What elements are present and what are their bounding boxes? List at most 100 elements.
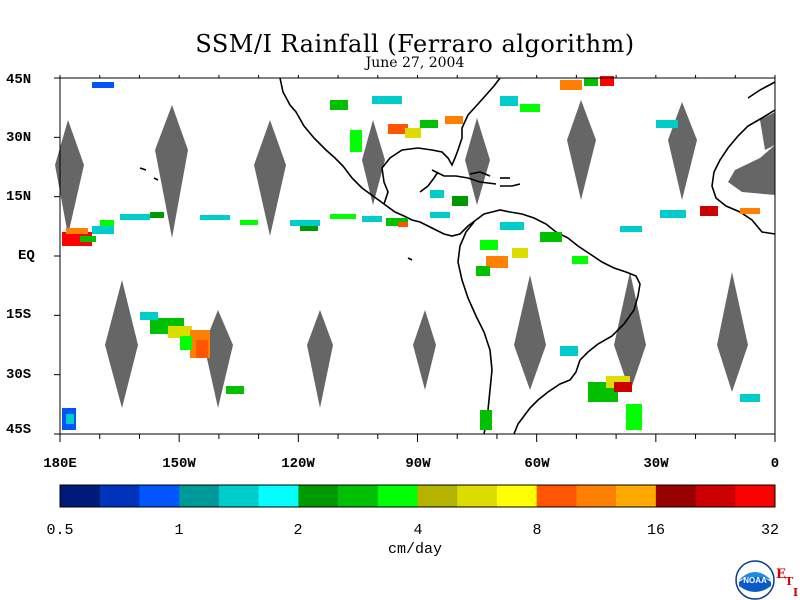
rain-cell [386, 218, 408, 226]
rain-cell [430, 190, 444, 198]
colorbar-swatch [60, 485, 101, 507]
rain-cell [405, 128, 421, 138]
colorbar-swatch [298, 485, 339, 507]
rain-cell [740, 208, 760, 214]
rain-cell [388, 124, 408, 134]
swath-gap [55, 120, 84, 235]
rain-cell [500, 96, 518, 106]
lon-label: 180E [43, 456, 77, 472]
rain-cell [626, 404, 642, 430]
rain-cell [180, 336, 192, 350]
rain-cell [656, 120, 678, 128]
rain-cell [445, 116, 463, 124]
rain-cell [330, 214, 356, 219]
lon-label: 120W [281, 456, 315, 472]
lon-label: 30W [643, 456, 669, 472]
rain-cell [120, 214, 150, 220]
colorbar-swatch [139, 485, 180, 507]
rain-cell [740, 394, 760, 402]
rain-cell [80, 236, 96, 242]
rain-cell [584, 78, 598, 86]
chart-date: June 27, 2004 [365, 55, 465, 71]
swath-gap [717, 272, 748, 392]
rain-cell [540, 232, 562, 242]
swath-gap [760, 112, 775, 150]
rain-cell [614, 382, 632, 392]
swath-gap [155, 105, 188, 238]
coastline [381, 77, 501, 205]
rain-cell [290, 220, 320, 226]
coastline [457, 221, 493, 435]
coastline [747, 81, 776, 99]
rain-cell [512, 248, 528, 258]
rain-cell [700, 206, 718, 216]
rain-cells [62, 76, 760, 430]
swath-gap [614, 272, 646, 392]
rain-cell [150, 212, 164, 218]
lon-label: 150W [162, 456, 196, 472]
rain-cell [520, 104, 540, 112]
coastline [407, 257, 413, 261]
lat-label: 30S [6, 367, 32, 383]
rain-cell [572, 256, 588, 264]
colorbar-tick-label: 8 [532, 522, 542, 539]
rain-cell [476, 266, 490, 276]
noaa-logo-text: NOAA [743, 576, 767, 585]
lat-label: 15N [6, 189, 32, 205]
coastline [153, 177, 159, 181]
coastline [431, 169, 497, 185]
rain-cell [168, 326, 192, 338]
rain-cell [362, 216, 382, 222]
rain-cell [92, 82, 114, 88]
colorbar-swatch [536, 485, 577, 507]
rain-cell [226, 386, 244, 394]
rain-cell [560, 80, 582, 90]
noaa-logo: NOAA [735, 560, 775, 600]
lon-label: 0 [770, 456, 780, 472]
colorbar-tick-label: 32 [760, 522, 780, 539]
colorbar-tick-label: 0.5 [46, 522, 74, 539]
logo-letter-i: I [793, 586, 799, 599]
colorbar-frame [59, 484, 776, 508]
logo-letter-t: T [785, 575, 794, 588]
coastline [500, 183, 521, 187]
lon-label: 60W [524, 456, 550, 472]
lat-label: 30N [6, 130, 32, 146]
colorbar-swatch [616, 485, 657, 507]
rain-cell [486, 256, 508, 268]
rain-cell [66, 228, 88, 234]
rain-cell [620, 226, 642, 232]
coastline [491, 209, 641, 435]
colorbar-swatch [218, 485, 260, 507]
rain-cell [430, 212, 450, 218]
coastline [469, 171, 491, 177]
colorbar-swatch [179, 485, 220, 507]
coastlines [139, 77, 776, 435]
axis-ticks [54, 75, 776, 442]
colorbar-swatch [99, 485, 140, 507]
swath-gap [307, 310, 333, 408]
rain-cell [62, 232, 92, 246]
rain-cell [200, 215, 230, 220]
swath-gap [465, 118, 490, 205]
colorbar-swatch [735, 485, 776, 507]
rain-cell [92, 226, 114, 234]
lat-label: EQ [18, 248, 35, 264]
rain-cell [560, 346, 578, 356]
colorbar-tick-label: 1 [174, 522, 184, 539]
rain-cell [660, 210, 686, 218]
lat-label: 15S [6, 307, 32, 323]
colorbar-swatch [655, 485, 697, 507]
rain-cell [66, 414, 74, 424]
colorbar-unit-label: cm/day [387, 541, 442, 558]
rain-cell [196, 340, 208, 358]
coastline [419, 171, 439, 193]
rain-cell [330, 100, 348, 110]
logo-letter-e: E [776, 567, 786, 582]
lat-label: 45N [6, 72, 32, 88]
coastline [279, 77, 493, 237]
lon-label: 90W [405, 456, 431, 472]
rain-cell [300, 226, 318, 231]
colorbar-tick-label: 16 [646, 522, 666, 539]
